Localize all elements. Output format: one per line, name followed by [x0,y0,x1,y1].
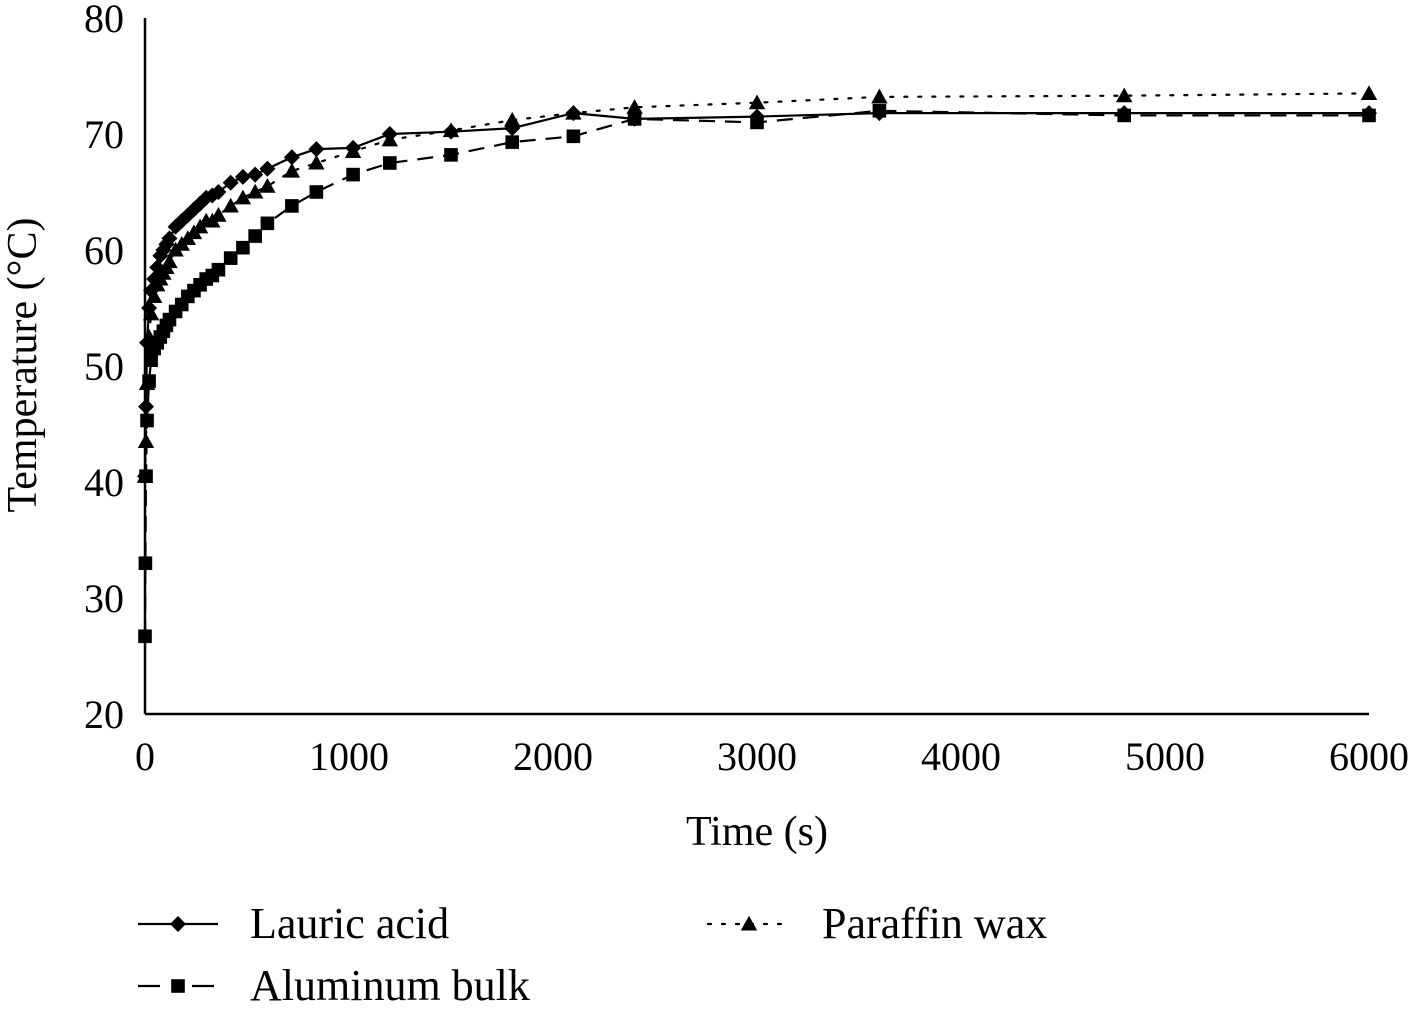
data-point-aluminum-bulk [285,199,299,213]
legend-marker-lauric-acid [170,916,186,932]
legend-label-lauric-acid: Lauric acid [250,899,449,948]
data-point-lauric-acid [1116,105,1133,122]
legend: Lauric acid Paraffin wax Aluminum bulk [138,899,1047,1010]
data-point-lauric-acid [1361,105,1377,122]
data-point-paraffin-wax [871,88,888,104]
data-point-aluminum-bulk [505,135,519,149]
data-point-paraffin-wax [246,183,264,199]
data-point-paraffin-wax [308,154,325,170]
data-point-lauric-acid [222,174,239,191]
x-tick-label: 1000 [309,734,389,779]
y-tick-label: 30 [84,576,124,621]
x-axis-title: Time (s) [686,809,828,855]
x-tick-label: 4000 [921,734,1001,779]
data-point-aluminum-bulk [223,251,238,265]
x-tick-label: 2000 [513,734,593,779]
data-point-paraffin-wax [626,99,643,114]
data-point-aluminum-bulk [236,240,250,255]
data-point-paraffin-wax [748,94,766,110]
data-point-paraffin-wax [504,111,521,127]
data-point-paraffin-wax [1360,85,1378,100]
data-point-aluminum-bulk [248,229,262,243]
data-point-lauric-acid [381,126,398,142]
data-point-aluminum-bulk [566,129,581,144]
legend-item-lauric-acid: Lauric acid [138,899,449,948]
data-point-lauric-acid [146,271,163,287]
data-point-lauric-acid [283,149,300,166]
data-point-lauric-acid [149,259,166,276]
data-point-paraffin-wax [234,189,252,205]
x-tick-labels: 0 1000 2000 3000 4000 5000 6000 [135,734,1409,779]
legend-item-paraffin-wax: Paraffin wax [706,899,1047,948]
data-point-aluminum-bulk [346,167,360,182]
y-tick-label: 50 [84,344,124,389]
data-point-lauric-acid [143,282,160,299]
y-tick-labels: 20 30 40 50 60 70 80 [84,0,124,737]
y-tick-label: 80 [84,0,124,41]
y-tick-label: 20 [84,692,124,737]
data-point-paraffin-wax [210,207,227,222]
data-point-paraffin-wax [222,197,239,213]
data-point-lauric-acid [443,123,459,140]
data-point-aluminum-bulk [383,156,397,170]
data-point-lauric-acid [141,300,158,316]
data-point-lauric-acid [626,110,643,127]
data-point-lauric-acid [749,108,765,125]
x-tick-label: 6000 [1329,734,1409,779]
data-point-lauric-acid [137,468,153,485]
data-point-aluminum-bulk [260,216,275,231]
data-point-lauric-acid [234,168,251,185]
data-point-aluminum-bulk [309,185,324,199]
legend-label-paraffin-wax: Paraffin wax [822,899,1047,948]
series-lauric-acid [137,105,1377,485]
legend-marker-aluminum-bulk [171,979,185,993]
data-point-lauric-acid [308,141,325,158]
data-point-paraffin-wax [161,253,178,269]
data-point-lauric-acid [345,139,362,156]
legend-label-aluminum-bulk: Aluminum bulk [250,961,530,1010]
series-aluminum-bulk [138,104,1376,644]
data-point-lauric-acid [210,184,227,200]
data-point-lauric-acid [138,398,155,415]
legend-item-aluminum-bulk: Aluminum bulk [138,961,530,1010]
y-tick-label: 40 [84,460,124,505]
series-line-lauric-acid [143,111,1369,477]
data-point-lauric-acid [161,230,178,247]
series-layer [136,85,1378,644]
data-point-lauric-acid [871,105,888,122]
series-line-paraffin-wax [143,92,1371,478]
data-point-paraffin-wax [1116,87,1133,103]
data-point-paraffin-wax [283,162,301,178]
data-point-aluminum-bulk [138,629,152,644]
series-paraffin-wax [136,85,1378,483]
x-tick-label: 3000 [717,734,797,779]
data-point-lauric-acid [259,160,276,177]
y-tick-label: 70 [84,112,124,157]
y-axis-title: Temperature (°C) [0,218,46,513]
data-point-lauric-acid [247,166,264,183]
data-point-aluminum-bulk [138,556,153,570]
data-point-lauric-acid [504,120,521,137]
legend-marker-paraffin-wax [740,915,758,931]
x-tick-label: 5000 [1125,734,1205,779]
data-point-lauric-acid [565,105,582,122]
plot-area: 0 1000 2000 3000 4000 5000 6000 20 30 40 50 60 70 80 [84,0,1409,779]
y-tick-label: 60 [84,228,124,273]
data-point-paraffin-wax [259,178,276,193]
data-point-lauric-acid [139,334,156,351]
data-point-aluminum-bulk [211,262,226,277]
x-tick-label: 0 [135,734,155,779]
series-line-aluminum-bulk [143,109,1369,637]
data-point-aluminum-bulk [444,148,458,162]
